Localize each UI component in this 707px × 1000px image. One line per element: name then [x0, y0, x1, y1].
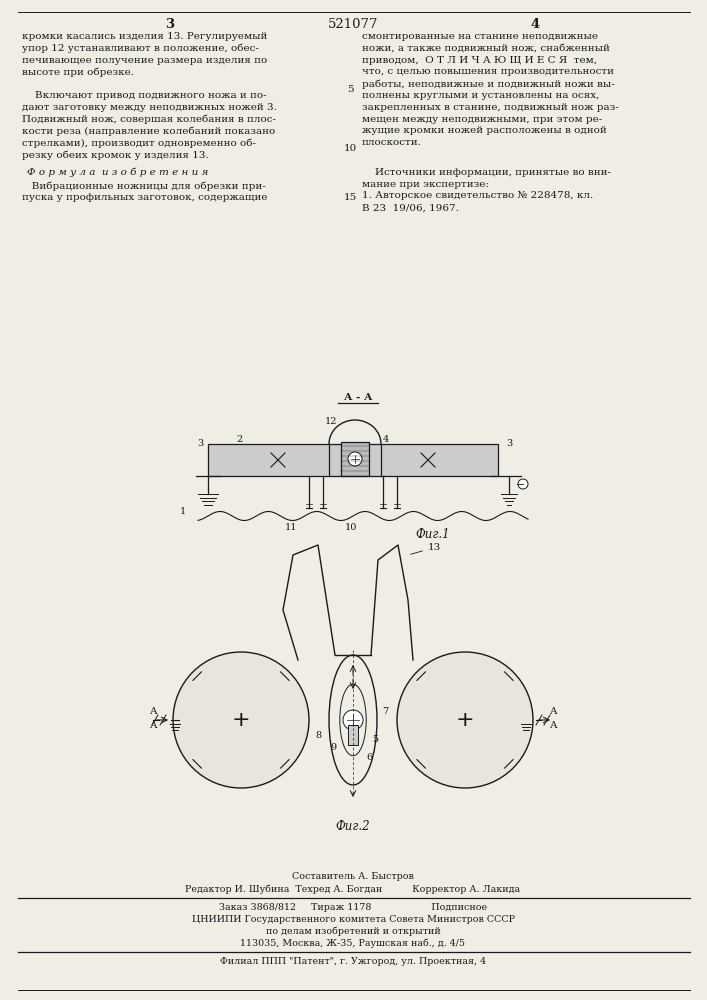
Text: дают заготовку между неподвижных ножей 3.: дают заготовку между неподвижных ножей 3… [22, 103, 277, 112]
Text: +: + [232, 710, 250, 730]
Text: что, с целью повышения производительности: что, с целью повышения производительност… [362, 67, 614, 76]
Text: A: A [549, 721, 556, 730]
Text: Филиал ППП "Патент", г. Ужгород, ул. Проектная, 4: Филиал ППП "Патент", г. Ужгород, ул. Про… [220, 957, 486, 966]
Bar [208, 444, 498, 476]
Text: 521077: 521077 [328, 18, 378, 31]
Text: 3: 3 [506, 439, 513, 448]
Text: 9: 9 [330, 744, 336, 752]
Text: Источники информации, принятые во вни-: Источники информации, принятые во вни- [362, 168, 611, 177]
Text: Подвижный нож, совершая колебания в плос-: Подвижный нож, совершая колебания в плос… [22, 115, 276, 124]
Text: Ф о р м у л а  и з о б р е т е н и я: Ф о р м у л а и з о б р е т е н и я [27, 168, 209, 177]
Text: 15: 15 [344, 193, 356, 202]
Text: закрепленных в станине, подвижный нож раз-: закрепленных в станине, подвижный нож ра… [362, 103, 619, 112]
Ellipse shape [340, 684, 366, 756]
Text: Редактор И. Шубина  Техред А. Богдан          Корректор А. Лакида: Редактор И. Шубина Техред А. Богдан Корр… [185, 885, 520, 894]
Ellipse shape [329, 655, 377, 785]
Text: 2: 2 [236, 435, 243, 444]
Text: 13: 13 [411, 543, 441, 554]
Text: 5: 5 [372, 736, 378, 744]
Text: Вибрационные ножницы для обрезки при-: Вибрационные ножницы для обрезки при- [22, 182, 266, 191]
Text: 5: 5 [346, 85, 354, 94]
Text: высоте при обрезке.: высоте при обрезке. [22, 67, 134, 77]
Text: упор 12 устанавливают в положение, обес-: упор 12 устанавливают в положение, обес- [22, 44, 259, 53]
Text: +: + [456, 710, 474, 730]
Circle shape [173, 652, 309, 788]
Text: кромки касались изделия 13. Регулируемый: кромки касались изделия 13. Регулируемый [22, 32, 267, 41]
Text: Заказ 3868/812     Тираж 1178                    Подписное: Заказ 3868/812 Тираж 1178 Подписное [219, 903, 487, 912]
Text: A: A [149, 707, 157, 716]
Text: 1: 1 [180, 507, 186, 516]
Text: мание при экспертизе:: мание при экспертизе: [362, 180, 489, 189]
Text: 6: 6 [366, 754, 372, 762]
Text: 3: 3 [197, 439, 203, 448]
Text: 10: 10 [345, 523, 357, 532]
Circle shape [343, 710, 363, 730]
Text: 113035, Москва, Ж-35, Раушская наб., д. 4/5: 113035, Москва, Ж-35, Раушская наб., д. … [240, 939, 465, 948]
Text: Составитель А. Быстров: Составитель А. Быстров [292, 872, 414, 881]
Text: жущие кромки ножей расположены в одной: жущие кромки ножей расположены в одной [362, 126, 607, 135]
Text: стрелками), производит одновременно об-: стрелками), производит одновременно об- [22, 138, 256, 148]
Text: работы, неподвижные и подвижный ножи вы-: работы, неподвижные и подвижный ножи вы- [362, 79, 615, 89]
Text: смонтированные на станине неподвижные: смонтированные на станине неподвижные [362, 32, 598, 41]
Text: 4: 4 [530, 18, 539, 31]
Text: кости реза (направление колебаний показано: кости реза (направление колебаний показа… [22, 126, 275, 136]
Text: 12: 12 [325, 417, 337, 426]
Text: Фиг.1: Фиг.1 [416, 528, 450, 541]
Text: 4: 4 [383, 435, 390, 444]
Circle shape [348, 452, 362, 466]
Text: 10: 10 [344, 144, 356, 153]
Text: пуска у профильных заготовок, содержащие: пуска у профильных заготовок, содержащие [22, 193, 267, 202]
Text: резку обеих кромок у изделия 13.: резку обеих кромок у изделия 13. [22, 150, 209, 159]
Text: 7: 7 [382, 708, 388, 716]
Text: ножи, а также подвижный нож, снабженный: ножи, а также подвижный нож, снабженный [362, 44, 610, 53]
Text: плоскости.: плоскости. [362, 138, 422, 147]
Text: ЦНИИПИ Государственного комитета Совета Министров СССР: ЦНИИПИ Государственного комитета Совета … [192, 915, 515, 924]
Text: А - А: А - А [344, 393, 373, 402]
Circle shape [397, 652, 533, 788]
Text: приводом,  О Т Л И Ч А Ю Щ И Е С Я  тем,: приводом, О Т Л И Ч А Ю Щ И Е С Я тем, [362, 56, 597, 65]
Text: 1. Авторское свидетельство № 228478, кл.: 1. Авторское свидетельство № 228478, кл. [362, 191, 593, 200]
Text: Фиг.2: Фиг.2 [336, 820, 370, 833]
Text: В 23  19/06, 1967.: В 23 19/06, 1967. [362, 203, 459, 212]
Text: печивающее получение размера изделия по: печивающее получение размера изделия по [22, 56, 267, 65]
Text: 11: 11 [285, 523, 298, 532]
Bar [348, 725, 358, 745]
Text: 8: 8 [315, 730, 321, 740]
Circle shape [518, 479, 528, 489]
Text: 3: 3 [165, 18, 175, 31]
Text: A: A [549, 707, 556, 716]
Text: по делам изобретений и открытий: по делам изобретений и открытий [266, 927, 440, 936]
Bar [341, 442, 369, 476]
Text: Включают привод подвижного ножа и по-: Включают привод подвижного ножа и по- [22, 91, 267, 100]
Text: полнены круглыми и установлены на осях,: полнены круглыми и установлены на осях, [362, 91, 600, 100]
Text: мещен между неподвижными, при этом ре-: мещен между неподвижными, при этом ре- [362, 115, 602, 124]
Text: A: A [149, 721, 157, 730]
